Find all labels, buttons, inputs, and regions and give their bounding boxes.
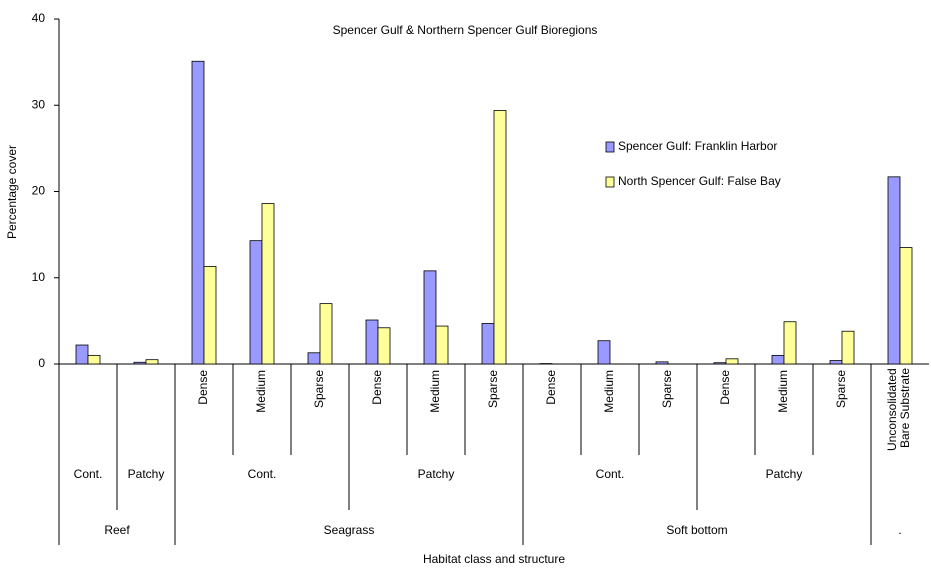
bar bbox=[899, 247, 913, 365]
legend-label: Spencer Gulf: Franklin Harbor bbox=[618, 139, 777, 153]
bar bbox=[829, 360, 843, 365]
bar bbox=[887, 176, 901, 365]
x-tick-label: Dense bbox=[544, 370, 558, 405]
bar bbox=[725, 358, 739, 365]
x-tick-label: Dense bbox=[718, 370, 732, 405]
bar bbox=[435, 325, 449, 365]
structure-label: Patchy bbox=[128, 467, 165, 481]
x-tick-label: Dense bbox=[370, 370, 384, 405]
bar bbox=[87, 354, 101, 365]
x-tick-label: Medium bbox=[602, 370, 616, 413]
y-tick-label: 40 bbox=[32, 11, 46, 25]
y-tick-label: 30 bbox=[32, 97, 46, 111]
class-label: . bbox=[898, 523, 901, 537]
legend-label: North Spencer Gulf: False Bay bbox=[618, 174, 781, 188]
bar bbox=[191, 60, 205, 365]
bar bbox=[307, 352, 321, 365]
bar bbox=[423, 270, 437, 365]
chart-title: Spencer Gulf & Northern Spencer Gulf Bio… bbox=[333, 23, 598, 37]
x-tick-label: Sparse bbox=[834, 370, 848, 408]
x-tick-label: Medium bbox=[776, 370, 790, 413]
bar bbox=[75, 344, 89, 365]
legend-swatch bbox=[605, 141, 615, 153]
bar bbox=[133, 361, 147, 365]
bar bbox=[377, 327, 391, 365]
bar bbox=[493, 110, 507, 365]
bar bbox=[655, 361, 669, 365]
x-tick-label: Medium bbox=[254, 370, 268, 413]
structure-label: Patchy bbox=[418, 467, 455, 481]
x-tick-label: Unconsolidated Bare Substrate bbox=[885, 368, 912, 451]
bar bbox=[481, 323, 495, 365]
class-label: Seagrass bbox=[324, 523, 375, 537]
bar bbox=[261, 203, 275, 365]
y-axis-title: Percentage cover bbox=[5, 145, 19, 239]
structure-label: Cont. bbox=[596, 467, 625, 481]
class-label: Reef bbox=[104, 523, 130, 537]
x-tick-label: Sparse bbox=[486, 370, 500, 408]
bar bbox=[713, 362, 727, 365]
class-label: Soft bottom bbox=[666, 523, 727, 537]
x-tick-label: Sparse bbox=[660, 370, 674, 408]
bar bbox=[145, 359, 159, 365]
bar bbox=[249, 240, 263, 365]
structure-label: Cont. bbox=[248, 467, 277, 481]
x-tick-label: Sparse bbox=[312, 370, 326, 408]
y-tick-label: 20 bbox=[32, 184, 46, 198]
legend-swatch bbox=[605, 176, 615, 188]
bar bbox=[203, 266, 217, 365]
bar bbox=[771, 354, 785, 365]
structure-label: Patchy bbox=[766, 467, 803, 481]
x-axis-title: Habitat class and structure bbox=[423, 552, 565, 566]
x-tick-label: Medium bbox=[428, 370, 442, 413]
structure-label: Cont. bbox=[74, 467, 103, 481]
y-tick-label: 0 bbox=[38, 356, 45, 370]
bar bbox=[841, 330, 855, 365]
bar bbox=[319, 303, 333, 365]
y-tick-label: 10 bbox=[32, 270, 46, 284]
bar bbox=[597, 340, 611, 365]
x-tick-label: Dense bbox=[196, 370, 210, 405]
bar bbox=[365, 319, 379, 365]
bar bbox=[783, 321, 797, 365]
